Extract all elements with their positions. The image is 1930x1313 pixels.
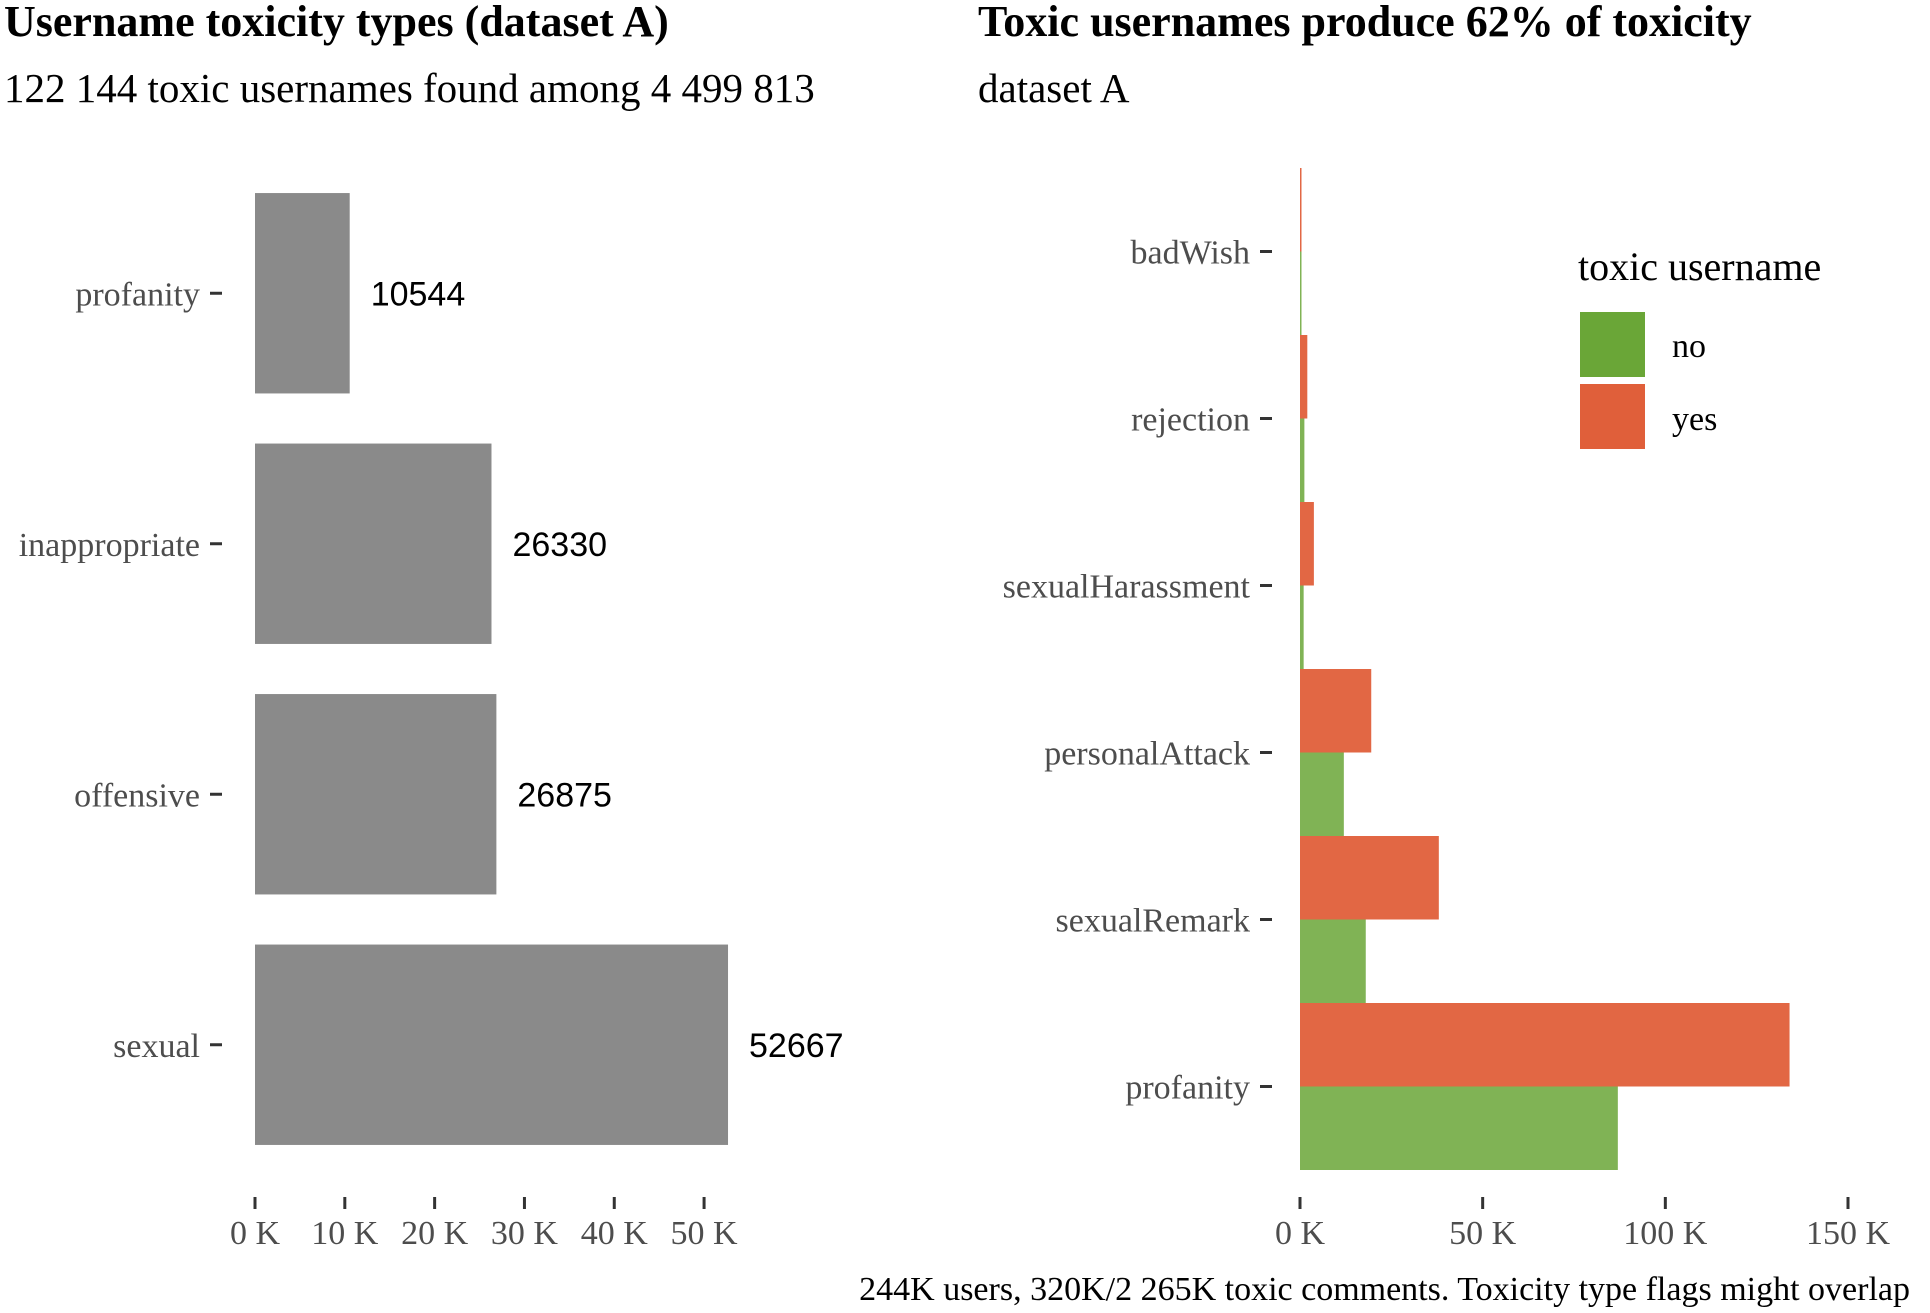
- legend-label-no: no: [1672, 328, 1706, 365]
- left-data-labels: 10544 26330 26875 52667: [371, 275, 844, 1065]
- bar-profanity: [255, 193, 350, 394]
- bar-yes-sexual-remark: [1300, 836, 1439, 920]
- legend: toxic username no yes: [1578, 244, 1821, 449]
- bar-no-profanity: [1300, 1086, 1618, 1170]
- data-label-inappropriate: 26330: [512, 526, 607, 564]
- right-chart-subtitle: dataset A: [978, 65, 1130, 111]
- data-label-offensive: 26875: [517, 776, 612, 814]
- x-tick-label-1: 50 K: [1449, 1215, 1517, 1252]
- right-chart-caption: 244K users, 320K/2 265K toxic comments. …: [859, 1271, 1910, 1308]
- x-tick-label-5: 50 K: [671, 1215, 739, 1252]
- legend-title: toxic username: [1578, 244, 1821, 289]
- category-label-rejection: rejection: [1131, 402, 1250, 439]
- bar-no-sexual-remark: [1300, 919, 1366, 1003]
- bar-sexual: [255, 944, 729, 1145]
- legend-key-yes: [1580, 384, 1645, 449]
- x-tick-label-4: 40 K: [581, 1215, 649, 1252]
- category-label-profanity: profanity: [1125, 1070, 1250, 1107]
- right-x-axis: 0 K 50 K 100 K 150 K: [1275, 1197, 1891, 1252]
- left-chart-subtitle: 122 144 toxic usernames found among 4 49…: [4, 65, 815, 111]
- left-chart: Username toxicity types (dataset A) 122 …: [4, 0, 844, 1252]
- bar-yes-personal-attack: [1300, 669, 1372, 753]
- category-label-sexual-harassment: sexualHarassment: [1003, 569, 1251, 606]
- data-label-sexual: 52667: [749, 1027, 844, 1065]
- bar-offensive: [255, 694, 497, 895]
- data-label-profanity: 10544: [371, 275, 466, 313]
- legend-key-no: [1580, 312, 1645, 377]
- x-tick-label-3: 150 K: [1806, 1215, 1891, 1252]
- bar-no-bad-wish: [1300, 251, 1302, 335]
- category-label-sexual: sexual: [113, 1028, 200, 1065]
- right-bars: [1300, 168, 1790, 1170]
- bar-yes-sexual-harassment: [1300, 502, 1314, 586]
- right-chart-title: Toxic usernames produce 62% of toxicity: [978, 0, 1752, 46]
- category-label-sexual-remark: sexualRemark: [1056, 903, 1251, 940]
- x-tick-label-1: 10 K: [311, 1215, 379, 1252]
- x-tick-label-2: 20 K: [401, 1215, 469, 1252]
- right-chart: Toxic usernames produce 62% of toxicity …: [859, 0, 1910, 1308]
- bar-yes-rejection: [1300, 335, 1308, 419]
- category-label-profanity: profanity: [75, 276, 200, 313]
- bar-yes-bad-wish: [1300, 168, 1302, 252]
- bar-no-sexual-harassment: [1300, 585, 1304, 669]
- category-label-personal-attack: personalAttack: [1044, 736, 1250, 773]
- right-category-labels: badWish rejection sexualHarassment personal…: [1003, 235, 1272, 1107]
- category-label-offensive: offensive: [74, 777, 200, 814]
- x-tick-label-0: 0 K: [230, 1215, 281, 1252]
- category-label-inappropriate: inappropriate: [19, 527, 200, 564]
- category-label-bad-wish: badWish: [1131, 235, 1251, 272]
- left-x-axis: 0 K 10 K 20 K 30 K 40 K 50 K: [230, 1197, 738, 1252]
- left-bars: [255, 193, 729, 1145]
- left-category-labels: profanity inappropriate offensive sexual: [19, 276, 222, 1065]
- legend-label-yes: yes: [1672, 401, 1717, 438]
- bar-yes-profanity: [1300, 1003, 1790, 1087]
- bar-no-personal-attack: [1300, 752, 1344, 836]
- bar-no-rejection: [1300, 418, 1305, 502]
- x-tick-label-3: 30 K: [491, 1215, 559, 1252]
- x-tick-label-2: 100 K: [1623, 1215, 1708, 1252]
- bar-inappropriate: [255, 443, 492, 644]
- left-chart-title: Username toxicity types (dataset A): [4, 0, 669, 46]
- x-tick-label-0: 0 K: [1275, 1215, 1326, 1252]
